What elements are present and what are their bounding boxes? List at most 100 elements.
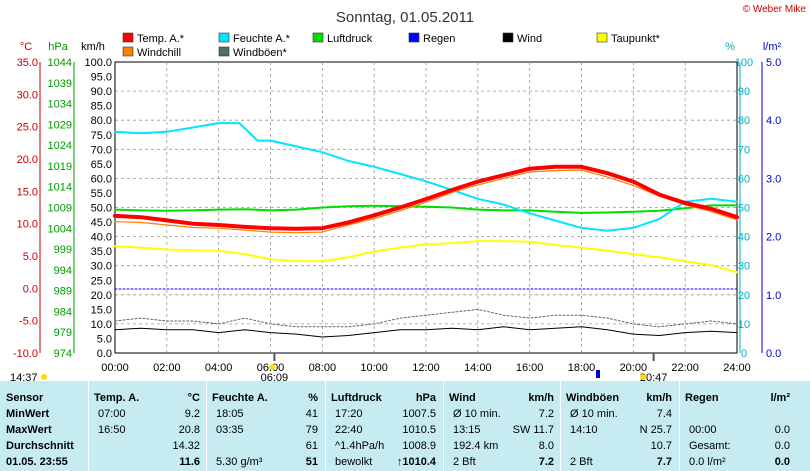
temp-tick-label: 5.0	[23, 251, 38, 263]
table-cell: 0.0	[774, 440, 790, 452]
table-cell: ↑1010.4	[396, 456, 436, 468]
x-tick-label: 22:00	[671, 362, 699, 374]
legend-swatch	[218, 32, 230, 43]
legend-swatch	[502, 32, 514, 43]
wind-tick-label: 50.0	[91, 203, 112, 215]
header-gust: Windböen	[566, 392, 620, 404]
table-cell: 07:00	[98, 408, 126, 420]
legend-label: Wind	[517, 33, 542, 45]
wind-tick-label: 100.0	[84, 57, 112, 69]
rain-tick-label: 5.0	[766, 57, 781, 69]
table-cell: 192.4 km	[453, 440, 499, 452]
legend-label: Regen	[423, 33, 455, 45]
temp-tick-label: 10.0	[17, 219, 38, 231]
table-cell: 7.4	[656, 408, 672, 420]
table-cell: 1008.9	[402, 440, 436, 452]
column-divider	[88, 381, 89, 471]
weather-chart: Sonntag, 01.05.2011 © Weber Mike °C hPa km/h…	[10, 4, 806, 381]
pressure-tick-label: 1044	[48, 57, 72, 69]
table-cell: Ø 10 min.	[453, 408, 501, 420]
table-cell: 22:40	[335, 424, 363, 436]
x-tick-label: 24:00	[723, 362, 751, 374]
rain-tick-label: 3.0	[766, 173, 781, 185]
pressure-tick-label: 1024	[48, 140, 72, 152]
pressure-tick-label: 989	[54, 286, 72, 298]
table-cell: SW 11.7	[512, 424, 554, 436]
temp-tick-label: 35.0	[17, 57, 38, 69]
table-cell: 0.0	[774, 456, 790, 468]
header-humidity: Feuchte A.	[212, 392, 268, 404]
wind-tick-label: 80.0	[91, 115, 112, 127]
humidity-tick-label: 0	[741, 348, 747, 360]
pressure-tick-label: 1039	[48, 78, 72, 90]
temp-unit-label: °C	[20, 41, 32, 53]
table-cell: 8.0	[538, 440, 554, 452]
table-cell: 20.8	[178, 424, 200, 436]
legend-swatch	[218, 46, 230, 57]
sun-icon	[640, 374, 646, 380]
wind-tick-label: 85.0	[91, 101, 112, 113]
legend-swatch	[408, 32, 420, 43]
table-cell: 7.7	[656, 456, 672, 468]
series-line-feuchtea	[114, 122, 738, 232]
pressure-tick-label: 979	[54, 327, 72, 339]
wind-tick-label: 70.0	[91, 144, 112, 156]
humidity-tick-label: 10	[738, 319, 750, 331]
header-pressure: Luftdruck	[331, 392, 382, 404]
moon-icon	[596, 370, 600, 378]
series-line-luftdruck	[114, 204, 738, 214]
legend-label: Windböen*	[233, 47, 288, 59]
sun-icon	[269, 364, 275, 370]
pressure-tick-label: 994	[54, 265, 72, 277]
table-cell: 00:00	[689, 424, 717, 436]
table-cell: 11.6	[179, 456, 200, 468]
wind-tick-label: 75.0	[91, 130, 112, 142]
header-gust-unit: km/h	[646, 392, 672, 404]
legend-label: Feuchte A.*	[233, 33, 291, 45]
row-label: MaxWert	[6, 424, 52, 436]
column-divider	[206, 381, 207, 471]
table-cell: 61	[305, 440, 318, 452]
humidity-tick-label: 90	[738, 86, 750, 98]
rain-tick-label: 0.0	[766, 348, 781, 360]
humidity-tick-label: 80	[738, 115, 750, 127]
pressure-tick-label: 1029	[48, 119, 72, 131]
temp-tick-label: -5.0	[19, 316, 38, 328]
daylength-label: 14:37	[10, 372, 38, 381]
temp-tick-label: 25.0	[17, 122, 38, 134]
rain-tick-label: 1.0	[766, 290, 781, 302]
wind-tick-label: 45.0	[91, 217, 112, 229]
series-line-tempa	[113, 164, 739, 231]
header-rain: Regen	[685, 392, 719, 404]
wind-tick-label: 5.0	[97, 333, 112, 345]
x-tick-label: 10:00	[360, 362, 388, 374]
humidity-tick-label: 100	[735, 57, 753, 69]
wind-tick-label: 0.0	[97, 348, 112, 360]
legend-label: Luftdruck	[327, 33, 373, 45]
table-cell: 14:10	[570, 424, 598, 436]
pressure-tick-label: 974	[54, 348, 72, 360]
table-cell: 1007.5	[402, 408, 436, 420]
table-cell: 7.2	[538, 456, 554, 468]
x-tick-label: 14:00	[464, 362, 492, 374]
wind-unit-label: km/h	[81, 41, 105, 53]
pressure-tick-label: 1009	[48, 203, 72, 215]
table-cell: Ø 10 min.	[570, 408, 618, 420]
rain-tick-label: 2.0	[766, 232, 781, 244]
legend-label: Temp. A.*	[137, 33, 185, 45]
pressure-tick-label: 1034	[48, 99, 72, 111]
header-temp-unit: °C	[187, 392, 200, 404]
header-rain-unit: l/m²	[770, 392, 790, 404]
column-divider	[679, 381, 680, 471]
x-tick-label: 02:00	[153, 362, 181, 374]
table-cell: 7.2	[538, 408, 554, 420]
table-cell: bewolkt	[335, 456, 373, 468]
table-cell: 13:15	[453, 424, 481, 436]
table-cell: 2 Bft	[453, 456, 476, 468]
series-line-taupunkt	[114, 240, 738, 274]
x-tick-label: 08:00	[309, 362, 337, 374]
x-tick-label: 12:00	[412, 362, 440, 374]
current-timestamp: 01.05. 23:55	[6, 456, 68, 468]
x-tick-label: 00:00	[101, 362, 129, 374]
table-cell: 18:05	[216, 408, 244, 420]
